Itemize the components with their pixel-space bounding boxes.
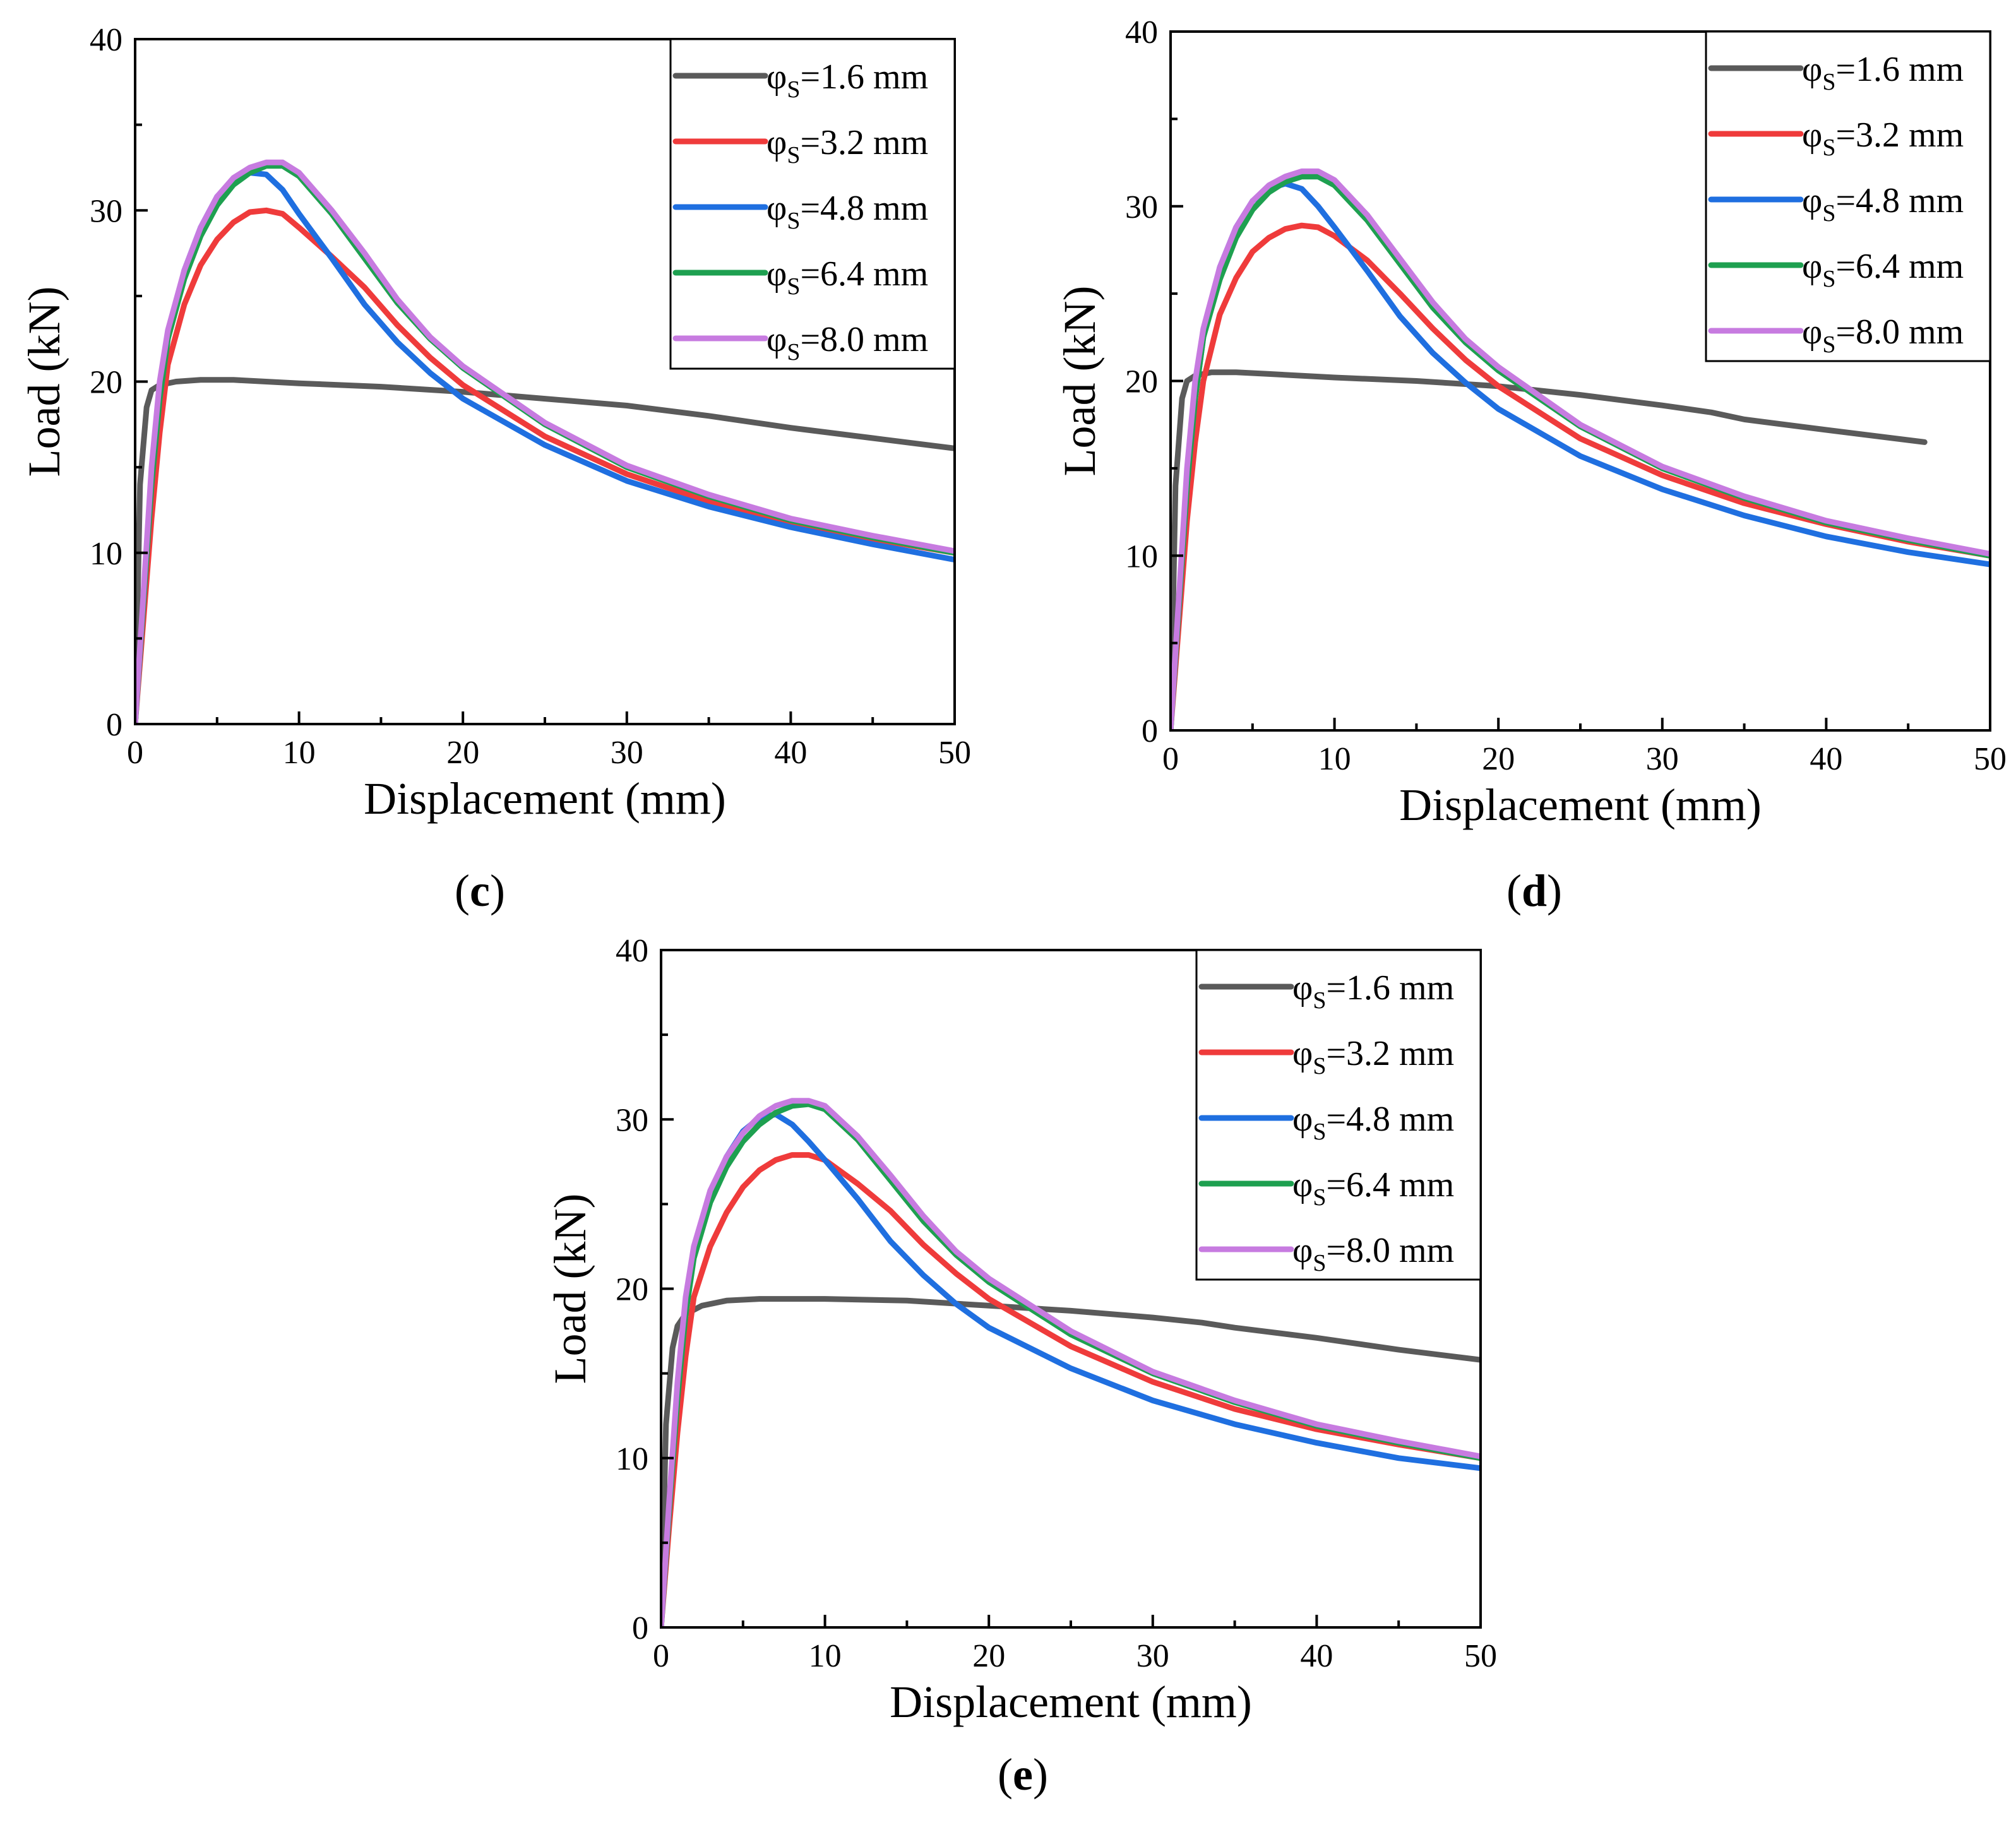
y-tick-label: 40 <box>616 933 648 969</box>
chart-panel-e: 0 10 20 30 40 50 0 10 20 30 40 Displacement (mm) Loa… <box>545 933 1497 1800</box>
chart-panel-d: 0 10 20 30 40 50 0 10 20 30 40 Displacement (mm) Loa… <box>1054 15 2007 916</box>
legend-label-2: φS=3.2 mm <box>766 123 928 169</box>
y-axis-title: Load (kN) <box>19 287 69 477</box>
panel-label: (c) <box>455 865 505 916</box>
x-tick-label: 40 <box>774 735 807 771</box>
legend-box <box>1705 30 1991 362</box>
x-tick-label: 30 <box>1646 741 1679 777</box>
y-tick-label: 10 <box>90 536 122 572</box>
legend-label-4: φS=6.4 mm <box>1802 247 1964 292</box>
y-tick-label: 20 <box>1125 364 1158 400</box>
legend-label-4: φS=6.4 mm <box>766 254 928 300</box>
y-tick-label: 40 <box>1125 15 1158 51</box>
series-line-2 <box>661 1152 1481 1627</box>
series-line-5 <box>1171 168 1990 730</box>
series-line-1 <box>135 377 955 724</box>
x-tick-label: 0 <box>653 1638 669 1674</box>
legend-label-4: φS=6.4 mm <box>1292 1165 1454 1211</box>
panel-label: (e) <box>998 1749 1048 1800</box>
legend-label-1: φS=1.6 mm <box>1802 50 1964 95</box>
x-tick-label: 20 <box>446 735 479 771</box>
y-tick-label: 0 <box>106 707 122 743</box>
panel-label: (d) <box>1506 865 1562 916</box>
y-tick-label: 30 <box>90 193 122 229</box>
y-tick-label: 40 <box>90 22 122 58</box>
legend-label-3: φS=4.8 mm <box>1292 1100 1454 1145</box>
series-group <box>661 1098 1481 1627</box>
y-tick-label: 30 <box>616 1102 648 1138</box>
x-axis-title: Displacement (mm) <box>364 773 726 824</box>
x-axis-title: Displacement (mm) <box>1399 780 1762 830</box>
series-group <box>135 159 955 724</box>
legend-box <box>1195 949 1482 1281</box>
legend-label-5: φS=8.0 mm <box>1802 312 1964 358</box>
y-tick-label: 0 <box>632 1610 648 1646</box>
x-tick-label: 20 <box>1482 741 1515 777</box>
series-line-1 <box>1171 369 1928 730</box>
legend-label-3: φS=4.8 mm <box>1802 181 1964 227</box>
y-axis-title: Load (kN) <box>545 1194 595 1384</box>
y-tick-label: 0 <box>1142 713 1158 749</box>
legend-label-3: φS=4.8 mm <box>766 189 928 234</box>
y-tick-label: 20 <box>616 1272 648 1308</box>
x-tick-label: 40 <box>1810 741 1842 777</box>
x-tick-label: 0 <box>1162 741 1179 777</box>
legend-label-5: φS=8.0 mm <box>766 320 928 366</box>
x-tick-label: 50 <box>938 735 971 771</box>
x-tick-label: 50 <box>1464 1638 1497 1674</box>
y-axis-title: Load (kN) <box>1054 286 1105 477</box>
legend-label-2: φS=3.2 mm <box>1802 116 1964 161</box>
series-line-1 <box>661 1296 1481 1627</box>
x-tick-label: 40 <box>1300 1638 1333 1674</box>
y-tick-label: 10 <box>616 1441 648 1477</box>
legend-label-2: φS=3.2 mm <box>1292 1034 1454 1079</box>
legend-label-5: φS=8.0 mm <box>1292 1231 1454 1276</box>
x-tick-label: 30 <box>1136 1638 1169 1674</box>
x-tick-label: 20 <box>972 1638 1005 1674</box>
x-tick-label: 10 <box>809 1638 842 1674</box>
y-tick-label: 30 <box>1125 189 1158 225</box>
x-tick-label: 0 <box>127 735 143 771</box>
series-line-2 <box>135 207 955 724</box>
y-tick-label: 20 <box>90 365 122 401</box>
x-tick-label: 10 <box>283 735 316 771</box>
chart-panel-c: 0 10 20 30 40 50 0 10 20 30 40 Displacement (mm) Loa… <box>19 22 971 916</box>
x-tick-label: 30 <box>611 735 643 771</box>
x-tick-label: 50 <box>1974 741 2007 777</box>
x-axis-title: Displacement (mm) <box>890 1677 1252 1727</box>
x-tick-label: 10 <box>1318 741 1351 777</box>
legend-box <box>669 38 956 370</box>
series-line-2 <box>1171 222 1990 730</box>
legend-label-1: φS=1.6 mm <box>1292 968 1454 1014</box>
y-tick-label: 10 <box>1125 538 1158 574</box>
series-line-5 <box>661 1098 1481 1627</box>
legend-label-1: φS=1.6 mm <box>766 57 928 103</box>
series-line-5 <box>135 159 955 724</box>
series-group <box>1171 168 1990 730</box>
